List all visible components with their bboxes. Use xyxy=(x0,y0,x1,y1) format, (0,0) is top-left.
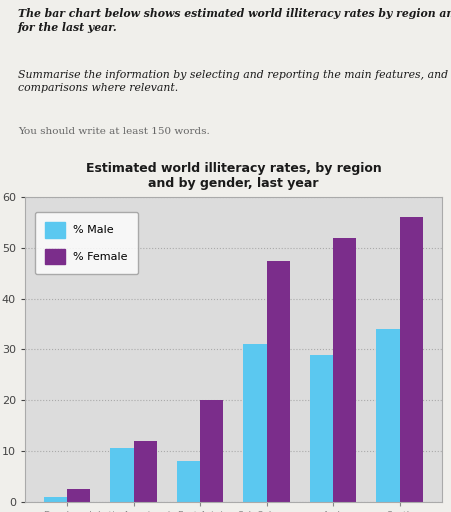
Bar xyxy=(67,489,90,502)
Text: You should write at least 150 words.: You should write at least 150 words. xyxy=(18,127,210,136)
Bar xyxy=(400,218,423,502)
Bar xyxy=(44,497,67,502)
Legend: % Male, % Female: % Male, % Female xyxy=(35,212,138,274)
Title: Estimated world illiteracy rates, by region
and by gender, last year: Estimated world illiteracy rates, by reg… xyxy=(86,162,381,190)
Bar xyxy=(310,354,333,502)
Bar xyxy=(267,261,290,502)
Bar xyxy=(244,345,267,502)
Text: Summarise the information by selecting and reporting the main features, and make: Summarise the information by selecting a… xyxy=(18,70,451,93)
Bar xyxy=(177,461,200,502)
Bar xyxy=(200,400,223,502)
Text: The bar chart below shows estimated world illiteracy rates by region and by gend: The bar chart below shows estimated worl… xyxy=(18,8,451,33)
Bar xyxy=(333,238,356,502)
Bar xyxy=(133,441,157,502)
Bar xyxy=(377,329,400,502)
Bar xyxy=(110,449,133,502)
